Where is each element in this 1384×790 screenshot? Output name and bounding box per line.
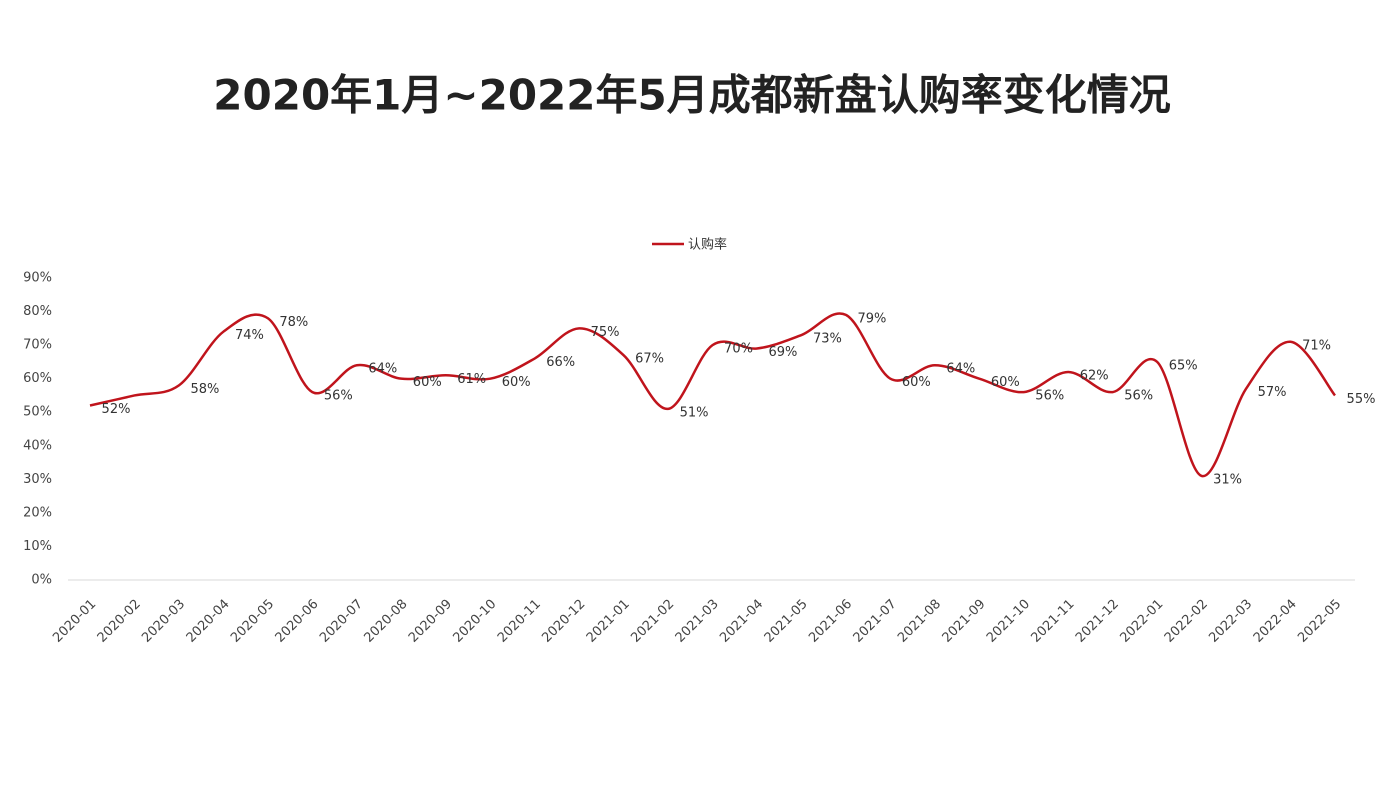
y-tick-label: 50% bbox=[23, 405, 52, 420]
y-tick-label: 30% bbox=[23, 472, 52, 487]
data-label: 64% bbox=[946, 362, 975, 377]
y-tick-label: 70% bbox=[23, 338, 52, 353]
x-tick-label: 2020-04 bbox=[184, 597, 233, 646]
data-label: 62% bbox=[1080, 368, 1109, 383]
x-tick-label: 2021-11 bbox=[1028, 597, 1077, 646]
x-tick-label: 2020-11 bbox=[495, 597, 544, 646]
data-label: 60% bbox=[413, 375, 442, 390]
data-label: 60% bbox=[502, 375, 531, 390]
data-label: 71% bbox=[1302, 338, 1331, 353]
x-tick-label: 2020-02 bbox=[95, 597, 144, 646]
x-tick-label: 2020-06 bbox=[273, 597, 322, 646]
x-tick-label: 2022-04 bbox=[1251, 597, 1300, 646]
x-tick-label: 2021-04 bbox=[717, 597, 766, 646]
x-tick-label: 2021-08 bbox=[895, 597, 944, 646]
chart-title: 2020年1月~2022年5月成都新盘认购率变化情况 bbox=[213, 71, 1170, 120]
x-tick-label: 2021-05 bbox=[762, 597, 811, 646]
y-tick-label: 40% bbox=[23, 438, 52, 453]
x-tick-label: 2021-02 bbox=[628, 597, 677, 646]
y-tick-label: 90% bbox=[23, 271, 52, 286]
data-label: 51% bbox=[680, 405, 709, 420]
data-label: 60% bbox=[991, 375, 1020, 390]
data-label: 56% bbox=[1124, 389, 1153, 404]
data-label: 65% bbox=[1169, 358, 1198, 373]
y-tick-label: 20% bbox=[23, 505, 52, 520]
x-tick-label: 2021-10 bbox=[984, 597, 1033, 646]
data-label: 61% bbox=[457, 372, 486, 387]
x-tick-label: 2021-01 bbox=[584, 597, 633, 646]
legend-label: 认购率 bbox=[688, 237, 727, 253]
x-tick-label: 2020-01 bbox=[50, 597, 99, 646]
x-tick-label: 2022-02 bbox=[1162, 597, 1211, 646]
data-label: 73% bbox=[813, 332, 842, 347]
x-tick-label: 2020-05 bbox=[228, 597, 277, 646]
x-tick-label: 2021-06 bbox=[806, 597, 855, 646]
data-label: 58% bbox=[190, 382, 219, 397]
data-label: 57% bbox=[1258, 385, 1287, 400]
x-tick-label: 2022-03 bbox=[1206, 597, 1255, 646]
y-tick-label: 0% bbox=[31, 573, 52, 588]
y-tick-label: 80% bbox=[23, 304, 52, 319]
x-tick-label: 2021-12 bbox=[1073, 597, 1122, 646]
x-tick-label: 2020-07 bbox=[317, 597, 366, 646]
data-label: 55% bbox=[1347, 392, 1376, 407]
line bbox=[89, 312, 1336, 478]
x-tick-label: 2020-08 bbox=[362, 597, 411, 646]
data-label: 52% bbox=[102, 402, 131, 417]
x-tick-label: 2021-09 bbox=[940, 597, 989, 646]
x-tick-label: 2020-10 bbox=[450, 597, 499, 646]
data-label: 56% bbox=[324, 389, 353, 404]
x-tick-label: 2020-09 bbox=[406, 597, 455, 646]
data-label: 75% bbox=[591, 325, 620, 340]
x-tick-label: 2022-01 bbox=[1117, 597, 1166, 646]
data-label: 56% bbox=[1035, 389, 1064, 404]
y-tick-label: 60% bbox=[23, 371, 52, 386]
data-label: 78% bbox=[279, 315, 308, 330]
x-tick-label: 2021-07 bbox=[851, 597, 900, 646]
x-tick-label: 2022-05 bbox=[1295, 597, 1344, 646]
data-label: 31% bbox=[1213, 472, 1242, 487]
x-tick-label: 2021-03 bbox=[673, 597, 722, 646]
x-tick-label: 2020-12 bbox=[539, 597, 588, 646]
x-tick-label: 2020-03 bbox=[139, 597, 188, 646]
y-tick-label: 10% bbox=[23, 539, 52, 554]
data-label: 69% bbox=[769, 345, 798, 360]
data-label: 70% bbox=[724, 342, 753, 357]
data-label: 67% bbox=[635, 352, 664, 367]
data-label: 60% bbox=[902, 375, 931, 390]
data-label: 66% bbox=[546, 355, 575, 370]
data-label: 74% bbox=[235, 328, 264, 343]
data-label: 79% bbox=[857, 311, 886, 326]
data-label: 64% bbox=[368, 362, 397, 377]
